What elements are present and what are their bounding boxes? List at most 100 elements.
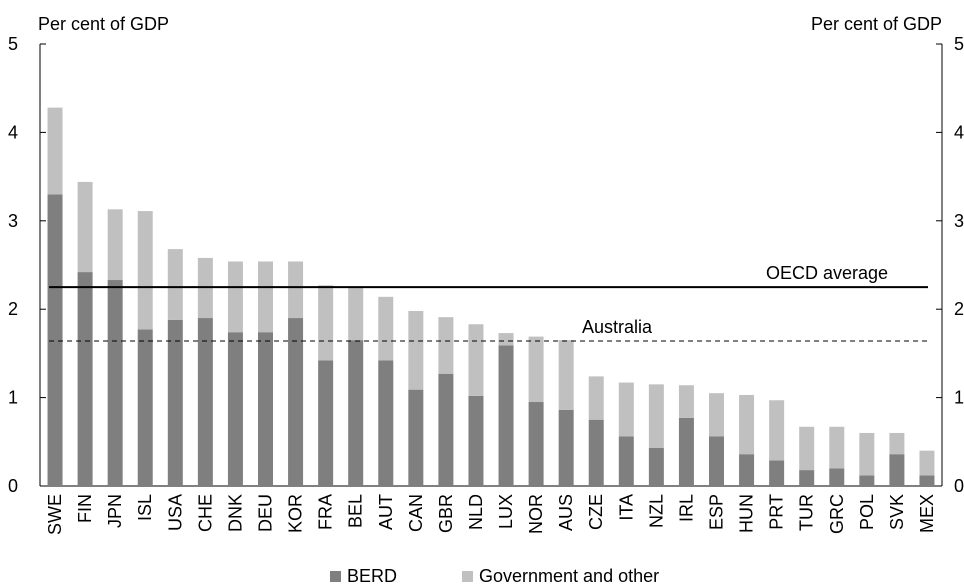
y-tick-label-right: 5 <box>954 34 964 54</box>
tick-labels: 0 0 1 1 2 2 3 3 4 4 5 5 SWE FIN JPN ISL USA CHE DNK DEU KOR F… <box>8 34 964 535</box>
bar-gov-prt <box>769 400 785 461</box>
bar-berd-jpn <box>107 280 123 486</box>
bar-berd-ita <box>618 436 634 486</box>
bar-berd-che <box>197 318 213 486</box>
bar-gov-nor <box>528 336 544 403</box>
x-tick-label-hun: HUN <box>737 494 757 533</box>
y-axis-left-label: Per cent of GDP <box>38 14 170 34</box>
bar-berd-nzl <box>648 447 664 486</box>
bar-gov-jpn <box>107 209 123 281</box>
reference-lines: OECD average Australia <box>49 263 928 342</box>
bar-berd-fin <box>77 272 93 486</box>
x-tick-label-swe: SWE <box>45 494 65 535</box>
bar-gov-mex <box>919 450 935 476</box>
bar-berd-prt <box>769 460 785 486</box>
bar-gov-fin <box>77 181 93 273</box>
x-tick-label-svk: SVK <box>887 494 907 530</box>
legend-label-gov: Government and other <box>479 566 660 586</box>
x-tick-label-nor: NOR <box>526 494 546 534</box>
bar-berd-nor <box>528 402 544 486</box>
bar-gov-can <box>408 310 424 390</box>
bar-gov-esp <box>709 393 724 437</box>
x-tick-label-tur: TUR <box>797 494 817 531</box>
x-tick-label-fin: FIN <box>75 494 95 523</box>
bar-berd-dnk <box>227 332 243 486</box>
legend-swatch-berd <box>330 571 341 582</box>
bar-gov-isl <box>137 211 153 330</box>
y-tick-label-left: 1 <box>8 388 18 408</box>
bar-berd-grc <box>829 468 845 486</box>
x-tick-label-ita: ITA <box>616 494 636 521</box>
x-tick-label-grc: GRC <box>827 494 847 534</box>
bar-berd-hun <box>739 454 755 486</box>
x-tick-label-che: CHE <box>195 494 215 532</box>
bar-gov-irl <box>678 385 694 418</box>
bar-berd-svk <box>889 454 905 486</box>
bar-gov-dnk <box>227 261 243 333</box>
bar-gov-aut <box>378 296 394 361</box>
x-tick-label-dnk: DNK <box>225 494 245 532</box>
x-tick-label-aut: AUT <box>376 494 396 530</box>
refline-label-oecd-average: OECD average <box>766 263 888 283</box>
bar-berd-bel <box>348 340 364 486</box>
x-tick-label-bel: BEL <box>346 494 366 528</box>
bar-gov-usa <box>167 249 183 320</box>
y-axis-right-label: Per cent of GDP <box>810 14 942 34</box>
bar-berd-isl <box>137 329 153 486</box>
y-tick-label-right: 2 <box>954 299 964 319</box>
x-tick-label-cze: CZE <box>586 494 606 530</box>
legend-item-berd: BERD <box>330 566 397 587</box>
bar-gov-bel <box>348 287 364 341</box>
bar-gov-lux <box>498 333 514 346</box>
x-tick-label-pol: POL <box>857 494 877 530</box>
x-tick-label-nzl: NZL <box>646 494 666 528</box>
bar-berd-fra <box>318 360 334 486</box>
y-tick-label-left: 5 <box>8 34 18 54</box>
y-tick-label-left: 4 <box>8 122 18 142</box>
y-tick-label-left: 3 <box>8 211 18 231</box>
x-tick-label-gbr: GBR <box>436 494 456 533</box>
bar-berd-lux <box>498 345 514 486</box>
x-tick-label-esp: ESP <box>707 494 727 530</box>
x-tick-label-mex: MEX <box>917 494 937 533</box>
x-tick-label-can: CAN <box>406 494 426 532</box>
bar-gov-tur <box>799 426 815 471</box>
bar-berd-mex <box>919 475 935 486</box>
bar-berd-aut <box>378 360 394 486</box>
x-tick-label-aus: AUS <box>556 494 576 531</box>
axes <box>39 43 943 487</box>
bar-berd-kor <box>288 318 304 486</box>
y-tick-label-right: 4 <box>954 122 964 142</box>
bar-gov-kor <box>288 261 304 319</box>
bar-gov-ita <box>618 382 634 437</box>
bar-berd-cze <box>588 419 604 486</box>
x-tick-label-deu: DEU <box>256 494 276 532</box>
x-tick-label-kor: KOR <box>286 494 306 533</box>
x-tick-label-usa: USA <box>165 494 185 531</box>
bar-berd-esp <box>709 436 724 486</box>
bar-berd-pol <box>859 475 875 486</box>
bar-berd-gbr <box>438 373 454 486</box>
x-tick-label-nld: NLD <box>466 494 486 530</box>
bar-gov-cze <box>588 376 604 420</box>
bar-berd-nld <box>468 395 484 486</box>
bar-berd-swe <box>47 194 63 486</box>
y-tick-label-left: 0 <box>8 476 18 496</box>
legend-swatch-gov <box>462 571 473 582</box>
bar-berd-can <box>408 389 424 486</box>
bar-gov-gbr <box>438 317 454 374</box>
refline-label-australia: Australia <box>582 317 653 337</box>
y-tick-label-right: 3 <box>954 211 964 231</box>
legend-item-gov: Government and other <box>462 566 659 587</box>
bar-gov-swe <box>47 107 63 195</box>
bar-berd-irl <box>678 417 694 486</box>
y-tick-label-right: 1 <box>954 388 964 408</box>
bar-gov-fra <box>318 285 334 361</box>
bar-gov-hun <box>739 394 755 455</box>
x-tick-label-jpn: JPN <box>105 494 125 528</box>
bar-gov-grc <box>829 426 845 469</box>
bar-gov-svk <box>889 432 905 455</box>
bar-berd-tur <box>799 470 815 486</box>
bar-berd-aus <box>558 409 574 486</box>
